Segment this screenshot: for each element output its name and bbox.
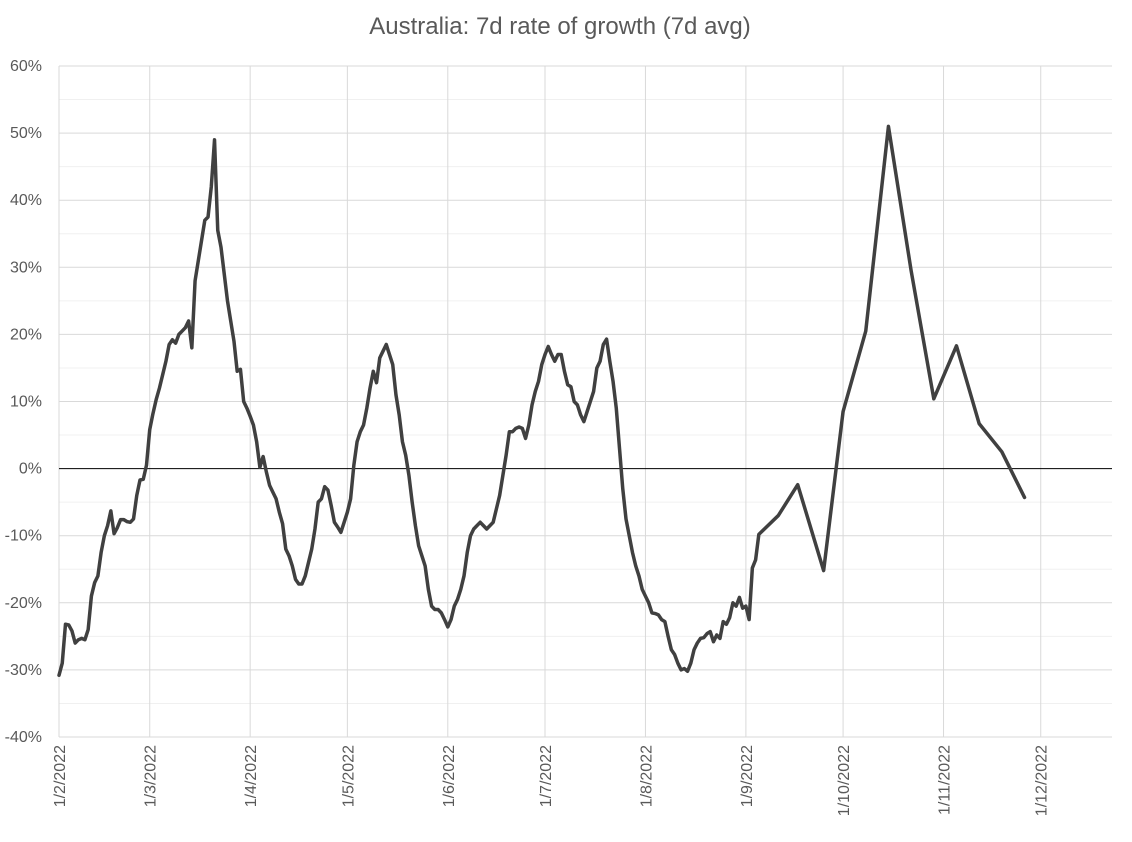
- y-tick-label: 10%: [10, 394, 42, 411]
- x-tick-label: 1/10/2022: [836, 745, 853, 816]
- x-tick-label: 1/2/2022: [52, 745, 69, 807]
- axes: -40% -30% -20% -10% 0% 10% 20% 30% 40% 50% 60% 1/2/…: [5, 58, 1112, 816]
- y-tick-label: -20%: [5, 595, 42, 612]
- x-tick-label: 1/9/2022: [739, 745, 756, 807]
- x-tick-label: 1/5/2022: [340, 745, 357, 807]
- y-tick-label: 60%: [10, 58, 42, 75]
- chart-title: Australia: 7d rate of growth (7d avg): [369, 13, 751, 40]
- y-tick-label: -30%: [5, 662, 42, 679]
- x-tick-label: 1/11/2022: [937, 745, 954, 815]
- x-tick-label: 1/4/2022: [243, 745, 260, 807]
- y-tick-label: -40%: [5, 729, 42, 746]
- grid: [58, 65, 1112, 738]
- y-tick-label: 0%: [19, 461, 42, 478]
- y-tick-label: 20%: [10, 326, 42, 343]
- y-tick-label: 30%: [10, 259, 42, 276]
- x-tick-label: 1/3/2022: [143, 745, 160, 807]
- series-layer: [57, 124, 1027, 678]
- y-tick-label: -10%: [5, 528, 42, 545]
- y-tick-label: 50%: [10, 125, 42, 142]
- x-tick-label: 1/6/2022: [441, 745, 458, 807]
- x-tick-label: 1/7/2022: [538, 745, 555, 807]
- x-tick-label: 1/12/2022: [1034, 745, 1051, 816]
- x-tick-label: 1/8/2022: [638, 745, 655, 807]
- series-line: [57, 124, 1027, 678]
- y-tick-label: 40%: [10, 192, 42, 209]
